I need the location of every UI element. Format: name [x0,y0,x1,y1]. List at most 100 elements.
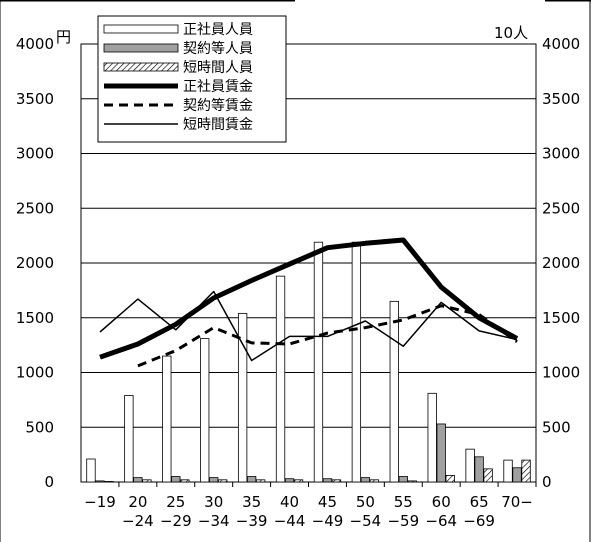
x-tick-label: 70− [501,493,533,511]
x-tick-label: 50 [356,493,375,511]
x-tick-label-line2: −39 [236,512,268,530]
legend-label: 短時間人員 [183,60,253,76]
x-tick-label-line2: −34 [198,512,230,530]
bar-hatch [369,479,380,483]
right-axis: 0 500 1000 1500 2000 2500 3000 3500 4000 [542,35,580,491]
bar-hatch [483,468,493,483]
bar-gray [209,477,219,483]
legend-label: 契約等人員 [183,40,253,57]
left-tick-label: 2500 [16,199,54,217]
bar-white [465,448,475,483]
bar-white [351,241,362,483]
right-tick-label: 4000 [542,35,580,53]
x-tick-label-line2: −59 [387,512,419,530]
bar-hatch [255,479,266,483]
bar-gray [322,478,333,483]
line-dashed [137,304,518,368]
x-tick-label-line2: −69 [463,512,495,530]
line-group [99,237,519,368]
x-tick-label: 30 [204,493,223,511]
legend-swatch-hatch [103,62,179,72]
right-tick-label: 1000 [542,364,580,382]
bar-hatch [293,479,304,483]
bar-group [86,241,531,483]
bar-gray [512,467,522,483]
left-tick-label: 500 [25,418,54,436]
right-tick-label: 2000 [542,254,580,272]
x-tick-label: −19 [84,493,116,511]
bar-gray [246,476,257,483]
bar-white [124,395,134,483]
right-tick-label: 3500 [542,90,580,108]
bar-white [200,338,210,483]
bar-hatch [331,479,342,483]
bar-white [86,458,96,483]
x-tick-label: 45 [318,493,337,511]
bar-white [389,300,399,483]
right-unit-label: 10人 [494,24,528,42]
left-tick-label: 1000 [16,364,54,382]
x-tick-label-line2: −54 [350,512,382,530]
bar-hatch [218,479,228,483]
bar-white [313,241,324,483]
x-tick-label-line2: −64 [425,512,457,530]
right-tick-label: 1500 [542,309,580,327]
bar-gray [398,476,408,483]
x-tick-label: 40 [280,493,299,511]
bar-gray [436,423,446,483]
bar-gray [133,477,143,483]
left-tick-label: 4000 [16,35,54,53]
left-tick-label: 2000 [16,254,54,272]
x-tick-label-line2: −29 [160,512,192,530]
line-thin [99,290,518,362]
left-tick-label: 0 [44,473,54,491]
x-tick-label: 65 [470,493,489,511]
left-tick-label: 1500 [16,309,54,327]
left-axis: 0 500 1000 1500 2000 2500 3000 3500 4000 [16,35,54,491]
legend-label: 正社員賃金 [183,79,253,95]
bar-hatch [407,480,417,483]
right-tick-label: 2500 [542,199,580,217]
x-tick-label: 60 [432,493,451,511]
bar-gray [284,478,295,483]
bar-hatch [445,475,455,483]
right-tick-label: 0 [542,473,552,491]
x-tick-label: 25 [166,493,185,511]
bar-white [427,392,437,483]
x-tick-label: 55 [394,493,413,511]
bar-hatch [521,459,531,483]
x-tick-label-line2: −44 [274,512,306,530]
legend-swatch-white [103,24,179,34]
line-thick [99,237,519,360]
bar-hatch [142,479,152,483]
bar-white [237,312,248,483]
legend-label: 契約等賃金 [183,97,253,114]
right-tick-label: 500 [542,418,571,436]
x-tick-label-line2: −49 [312,512,344,530]
bar-hatch [104,481,114,483]
legend-label: 正社員人員 [183,22,253,38]
legend-label: 短時間賃金 [183,117,253,133]
x-tick-label: 20 [128,493,147,511]
bar-white [503,459,513,483]
grid-lines [81,98,536,428]
bar-gray [360,477,371,483]
bar-gray [171,476,181,483]
x-tick-label-line2: −24 [122,512,154,530]
bar-white [275,275,286,483]
left-unit-label: 円 [56,28,71,46]
bar-gray [474,456,484,483]
left-tick-label: 3500 [16,90,54,108]
x-axis: −19 20−24 25−29 30−34 35−39 40−44 45−49 50−54 55… [84,482,537,530]
right-tick-label: 3000 [542,145,580,163]
legend-swatch-gray [103,43,179,53]
left-tick-label: 3000 [16,145,54,163]
x-tick-label: 35 [242,493,261,511]
bar-hatch [180,479,190,483]
bar-white [162,355,172,483]
bar-gray [95,480,105,483]
legend-box [97,15,287,143]
